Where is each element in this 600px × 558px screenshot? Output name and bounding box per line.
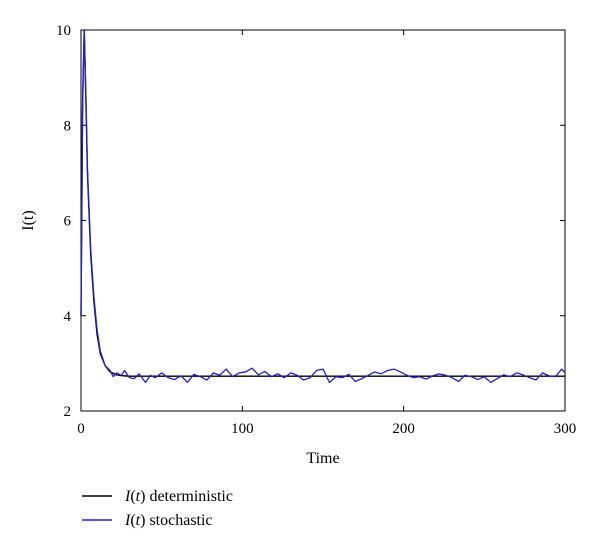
series-line-stochastic — [80, 29, 566, 384]
axis-tick-labels: 0 100 200 300 2 4 6 8 10 — [56, 23, 576, 437]
y-tick-label: 8 — [64, 118, 72, 134]
y-axis-label: I(t) — [20, 210, 37, 230]
legend-label-deterministic: I(t) deterministic — [124, 488, 233, 505]
legend: I(t) deterministic I(t) stochastic — [82, 488, 233, 529]
y-tick-label: 2 — [64, 404, 72, 420]
plot-area-frame — [80, 29, 566, 412]
series-lines — [80, 29, 566, 384]
x-axis-label: Time — [306, 450, 339, 467]
legend-label-stochastic: I(t) stochastic — [124, 512, 213, 529]
x-tick-label: 100 — [231, 421, 254, 437]
y-tick-label: 4 — [64, 309, 72, 325]
series-line-deterministic — [80, 29, 565, 377]
y-tick-label: 6 — [64, 214, 72, 230]
x-tick-label: 300 — [554, 421, 577, 437]
y-tick-label: 10 — [56, 23, 71, 39]
x-tick-label: 0 — [77, 421, 85, 437]
axis-ticks — [80, 29, 566, 412]
x-tick-label: 200 — [392, 421, 415, 437]
